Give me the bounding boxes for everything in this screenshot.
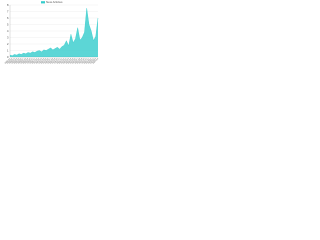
x-tick-label: 2021-09 [50,58,57,65]
x-tick-label: 2022-01 [59,58,66,65]
legend-swatch [41,1,45,4]
x-tick-label: 2020-06 [16,58,23,65]
x-tick-label: 2020-03 [9,58,16,65]
y-tick-label: 3 [7,35,9,39]
x-tick-label: 2022-06 [70,58,77,65]
y-tick-label: 8 [7,3,9,7]
x-tick-label: 2022-04 [65,58,72,65]
x-tick-label: 2023-02 [88,58,95,65]
x-tick-label: 2021-05 [41,58,48,65]
y-tick-label: 4 [7,29,9,33]
x-tick-label: 2021-02 [34,58,41,65]
area [10,8,98,57]
x-tick-label: 2020-08 [20,58,27,65]
x-tick-label: 2020-09 [23,58,30,65]
x-tick-label: 2020-05 [14,58,21,65]
y-tick-label: 2 [7,42,9,46]
x-tick-label: 2021-11 [54,58,61,65]
x-tick-label: 2020-10 [25,58,32,65]
x-tick-label: 2022-09 [77,58,84,65]
x-tick-label: 2022-05 [68,58,75,65]
x-tick-label: 2022-12 [83,58,90,65]
x-tick-label: 2020-04 [11,58,18,65]
x-tick-label: 2020-02 [7,58,14,65]
x-tick-label: 2021-06 [43,58,50,65]
x-tick-label: 2021-10 [52,58,59,65]
x-tick-label: 2021-01 [32,58,39,65]
x-tick-label: 2022-02 [61,58,68,65]
y-tick-label: 1 [7,48,9,52]
y-tick-label: 6 [7,16,9,20]
x-tick-label: 2021-08 [47,58,54,65]
x-tick-label: 2022-11 [81,58,88,65]
x-tick-label: 2023-03 [90,58,97,65]
x-tick-label: 2022-08 [74,58,81,65]
x-tick-label: 2021-12 [56,58,63,65]
x-tick-label: 2020-01 [4,58,11,65]
x-tick-label: 2022-10 [79,58,86,65]
x-tick-label: 2022-03 [63,58,70,65]
x-tick-label: 2021-04 [38,58,45,65]
x-tick-label: 2021-07 [45,58,52,65]
legend-label: New Articles [46,0,63,4]
line [9,8,99,56]
x-tick-label: 2023-01 [86,58,93,65]
x-tick-label: 2023-04 [92,58,99,65]
x-tick-label: 2021-03 [36,58,43,65]
x-tick-label: 2020-11 [27,58,34,65]
chart: 0123456782020-012020-022020-032020-04202… [4,0,99,65]
x-tick-label: 2022-07 [72,58,79,65]
x-tick-label: 2020-12 [29,58,36,65]
y-tick-label: 0 [7,55,9,59]
y-tick-label: 5 [7,22,9,26]
x-tick-label: 2020-07 [18,58,25,65]
y-tick-label: 7 [7,9,9,13]
